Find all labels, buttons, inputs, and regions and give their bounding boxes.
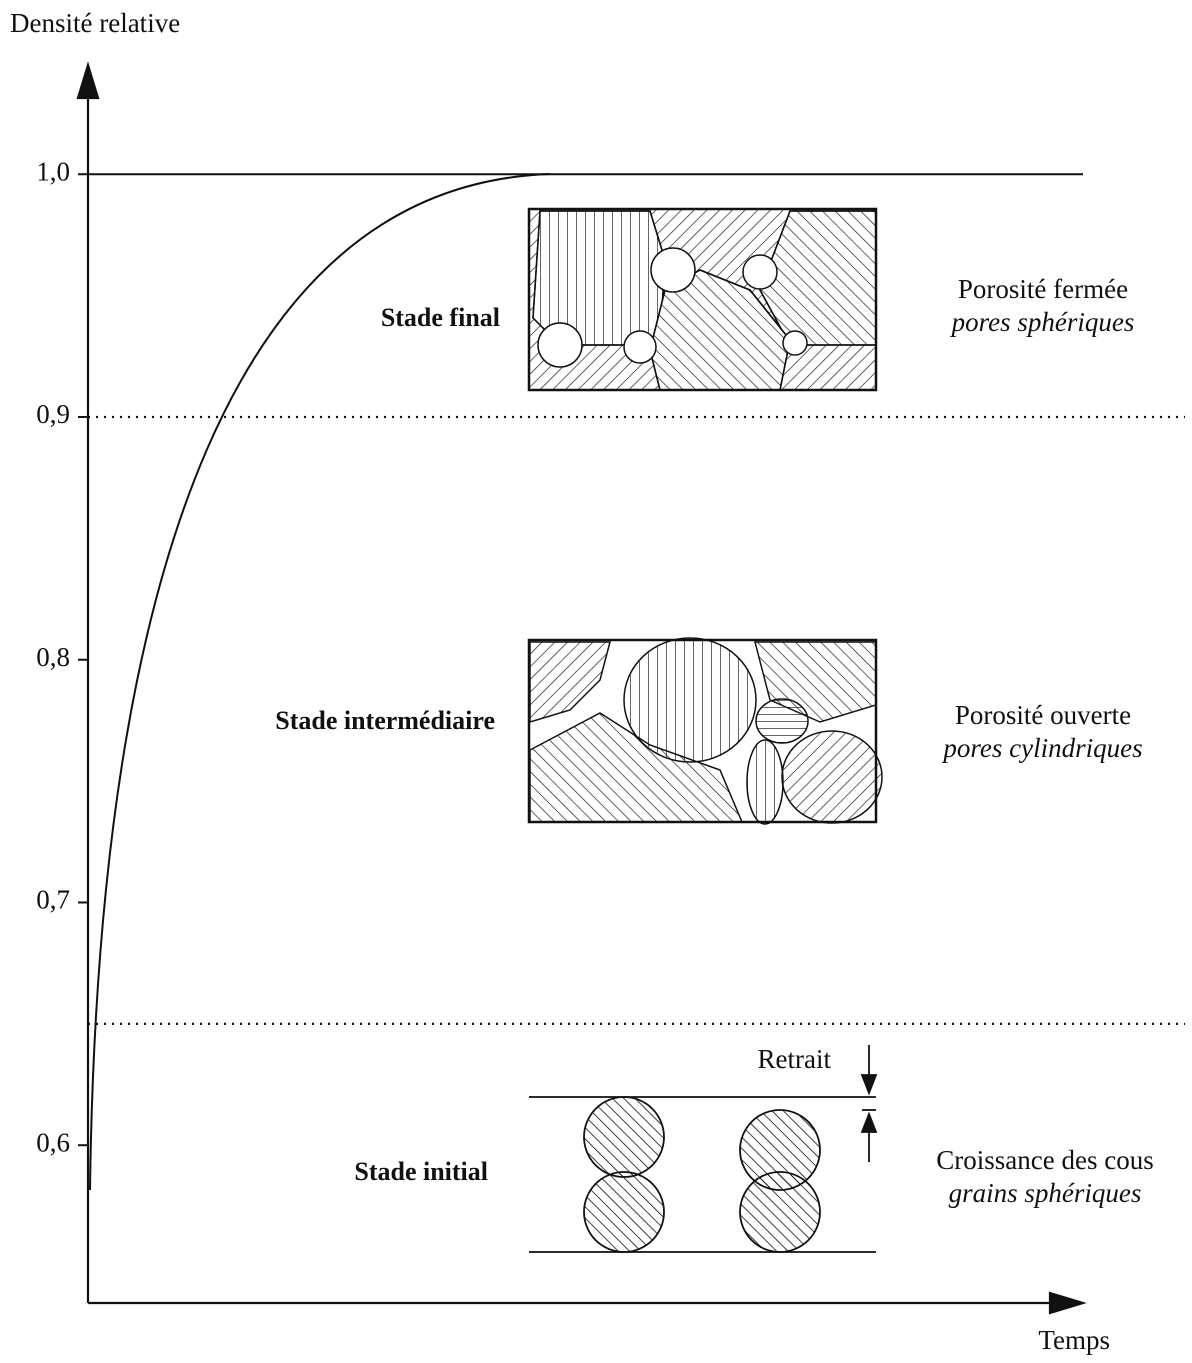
stage-title: Croissance des cous <box>936 1145 1153 1175</box>
y-tick-label: 1,0 <box>36 156 70 186</box>
initial-microstructure <box>529 1045 878 1253</box>
stage-title: Porosité fermée <box>958 274 1128 304</box>
stage-name: Stade initial <box>354 1157 488 1186</box>
y-tick-label: 0,6 <box>36 1127 70 1157</box>
stage-subtitle: grains sphériques <box>949 1178 1142 1208</box>
annotation: Retrait <box>758 1044 832 1074</box>
axes <box>76 61 1087 1315</box>
x-axis-label: Temps <box>1038 1325 1110 1355</box>
stage-name: Stade intermédiaire <box>275 706 495 735</box>
stage-subtitle: pores cylindriques <box>941 733 1142 763</box>
density-curve <box>89 173 551 1191</box>
intermediate-microstructure <box>527 637 883 825</box>
reference-lines <box>88 173 1185 1025</box>
y-tick-label: 0,8 <box>36 642 70 672</box>
y-axis-label: Densité relative <box>10 8 180 38</box>
stage-name: Stade final <box>381 303 500 332</box>
final-microstructure <box>527 207 878 392</box>
stage-subtitle: pores sphériques <box>950 307 1135 337</box>
y-ticks: 0,6 0,7 0,8 0,9 1,0 <box>36 156 88 1157</box>
y-tick-label: 0,9 <box>36 399 70 429</box>
y-tick-label: 0,7 <box>36 885 70 915</box>
stage-title: Porosité ouverte <box>955 700 1131 730</box>
